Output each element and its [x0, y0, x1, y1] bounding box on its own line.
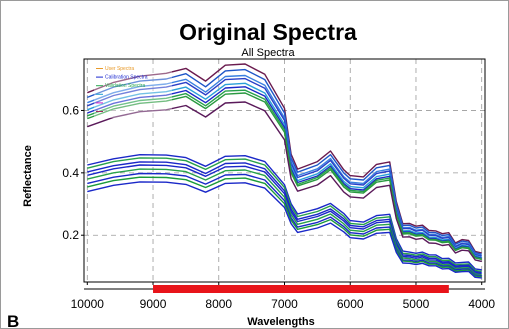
spectrum-line-5: [87, 82, 482, 259]
spectrum-line-3: [87, 74, 482, 257]
y-axis-label: Reflectance: [22, 145, 34, 207]
spectrum-line-6: [87, 86, 482, 259]
spectrum-line-9: [87, 101, 482, 263]
chart-subtitle: All Spectra: [241, 47, 295, 59]
spectrum-line-7: [87, 89, 482, 260]
panel-label: B: [7, 312, 19, 329]
spectrum-line-16: [87, 176, 482, 278]
spectrum-line-17: [87, 181, 482, 279]
selected-range[interactable]: [153, 285, 449, 293]
y-tick-label: 0.4: [62, 166, 79, 180]
y-axis-ticks: 0.2 0.4 0.6: [62, 103, 84, 242]
x-axis-ticks: 10000 9000 8000 7000 6000 5000 4000: [71, 282, 495, 311]
x-tick-label: 6000: [337, 297, 364, 311]
spectrum-line-10: [87, 153, 482, 271]
spectrum-line-11: [87, 157, 482, 273]
selected-range-bar: [84, 285, 485, 293]
spectrum-line-2: [87, 68, 482, 255]
series-lines: [87, 63, 482, 279]
spectrum-line-1: [87, 63, 482, 254]
x-tick-label: 7000: [271, 297, 298, 311]
legend-label: User Spectra: [105, 66, 134, 72]
x-tick-label: 4000: [468, 297, 495, 311]
x-tick-label: 8000: [205, 297, 232, 311]
legend-box: [94, 64, 172, 118]
spectrum-line-13: [87, 164, 482, 275]
spectrum-line-12: [87, 161, 482, 274]
spectrum-line-8: [87, 92, 482, 261]
spectrum-line-15: [87, 172, 482, 277]
x-tick-label: 10000: [71, 297, 105, 311]
legend: User Spectra Calibration Spectra Validatio…: [94, 64, 172, 118]
spectrum-line-4: [87, 77, 482, 257]
spectrum-line-14: [87, 168, 482, 276]
legend-label: Validation Spectra: [105, 83, 145, 89]
legend-label: Calibration Spectra: [105, 75, 148, 81]
x-axis-label: Wavelengths: [247, 316, 314, 328]
x-tick-label: 5000: [403, 297, 430, 311]
y-tick-label: 0.2: [62, 228, 79, 242]
x-tick-label: 9000: [140, 297, 167, 311]
chart-title: Original Spectra: [179, 19, 357, 45]
y-tick-label: 0.6: [62, 103, 79, 117]
